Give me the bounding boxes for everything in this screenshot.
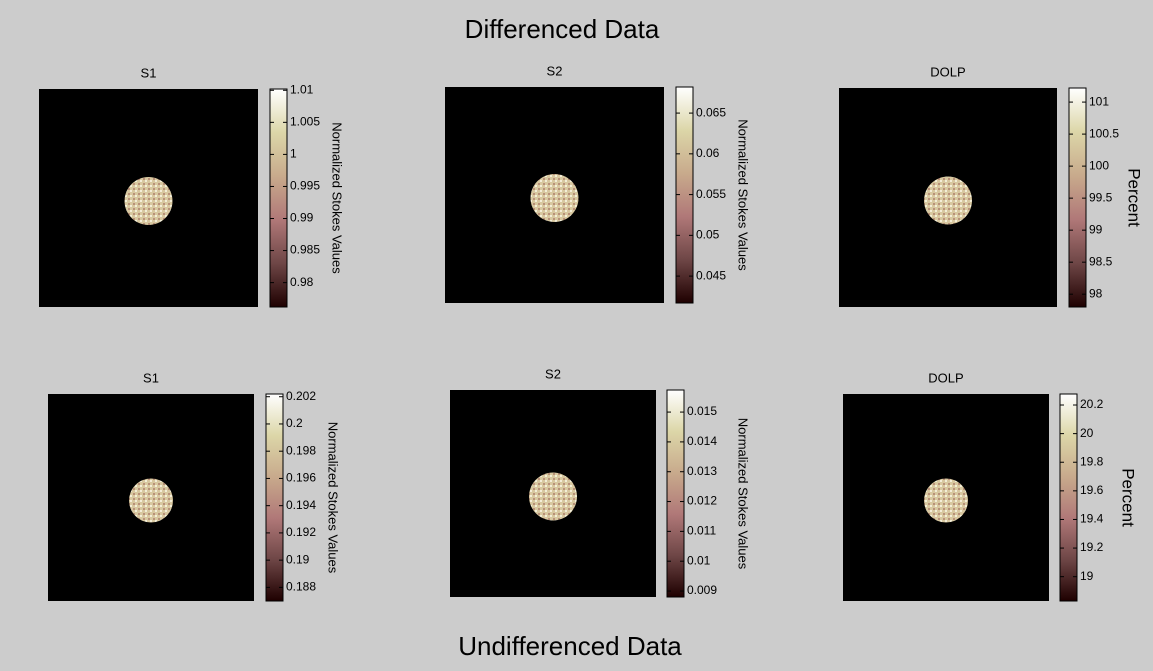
- colorbar-tick-label: 0.045: [696, 268, 726, 282]
- colorbar: [265, 393, 284, 602]
- spot: [124, 177, 173, 225]
- colorbar-tick-label: 19.6: [1080, 483, 1104, 497]
- spot: [129, 478, 173, 523]
- colorbar-tick-label: 0.015: [687, 404, 717, 418]
- spot: [924, 176, 972, 225]
- colorbar: [269, 88, 288, 308]
- spot: [529, 472, 577, 521]
- colorbar-tick-label: 0.196: [286, 471, 316, 485]
- colorbar-tick-label: 0.98: [290, 275, 314, 289]
- colorbar: [666, 389, 685, 598]
- colorbar-tick-label: 19.2: [1080, 540, 1104, 554]
- colorbar-tick-label: 0.188: [286, 580, 316, 594]
- colorbar-tick-label: 99: [1089, 222, 1103, 236]
- colorbar-tick-label: 0.99: [290, 211, 314, 225]
- colorbar-tick-label: 19.8: [1080, 454, 1104, 468]
- spot: [924, 478, 968, 523]
- colorbar-label: Normalized Stokes Values: [736, 119, 751, 271]
- colorbar-label: Normalized Stokes Values: [326, 422, 341, 574]
- colorbar-tick-label: 0.05: [696, 228, 720, 242]
- colorbar-tick-label: 100.5: [1089, 126, 1119, 140]
- heading: Differenced Data: [465, 14, 660, 44]
- colorbar-tick-label: 19: [1080, 569, 1094, 583]
- colorbar-tick-label: 0.19: [286, 552, 310, 566]
- panel-title: S1: [141, 65, 157, 80]
- colorbar-tick-label: 19.4: [1080, 512, 1104, 526]
- colorbar-tick-label: 0.011: [687, 524, 716, 538]
- colorbar-tick-label: 0.01: [687, 553, 711, 567]
- colorbar-tick-label: 1.01: [290, 82, 314, 96]
- spot: [530, 174, 579, 222]
- colorbar-tick-label: 1: [290, 147, 297, 161]
- colorbar-label: Normalized Stokes Values: [736, 418, 751, 570]
- colorbar-tick-label: 101: [1089, 94, 1109, 108]
- colorbar-label: Normalized Stokes Values: [330, 122, 345, 274]
- heading: Undifferenced Data: [458, 631, 682, 661]
- colorbar-tick-label: 1.005: [290, 115, 320, 129]
- panel-title: S2: [545, 366, 561, 381]
- colorbar-tick-label: 100: [1089, 158, 1109, 172]
- colorbar-tick-label: 0.202: [286, 389, 316, 403]
- colorbar-tick-label: 20.2: [1080, 397, 1104, 411]
- panel-title: S2: [547, 63, 563, 78]
- colorbar-tick-label: 0.009: [687, 583, 717, 597]
- colorbar-tick-label: 0.995: [290, 179, 320, 193]
- colorbar-tick-label: 0.198: [286, 443, 316, 457]
- colorbar-tick-label: 0.06: [696, 146, 720, 160]
- colorbar-tick-label: 0.014: [687, 434, 717, 448]
- colorbar: [1059, 393, 1078, 602]
- colorbar-tick-label: 0.055: [696, 187, 726, 201]
- panel-title: S1: [143, 370, 159, 385]
- colorbar-tick-label: 20: [1080, 426, 1094, 440]
- colorbar-tick-label: 0.2: [286, 416, 303, 430]
- colorbar-label: Percent: [1125, 168, 1144, 227]
- colorbar-tick-label: 0.194: [286, 498, 316, 512]
- colorbar-label: Percent: [1119, 468, 1138, 527]
- colorbar-tick-label: 99.5: [1089, 190, 1113, 204]
- colorbar-tick-label: 0.192: [286, 525, 316, 539]
- colorbar-tick-label: 0.985: [290, 243, 320, 257]
- colorbar-tick-label: 0.065: [696, 105, 726, 119]
- panel-title: DOLP: [930, 64, 965, 79]
- colorbar: [1068, 87, 1087, 308]
- colorbar-tick-label: 98.5: [1089, 254, 1113, 268]
- colorbar-tick-label: 0.012: [687, 494, 717, 508]
- colorbar-tick-label: 98: [1089, 286, 1103, 300]
- colorbar-tick-label: 0.013: [687, 464, 717, 478]
- panel-title: DOLP: [928, 370, 963, 385]
